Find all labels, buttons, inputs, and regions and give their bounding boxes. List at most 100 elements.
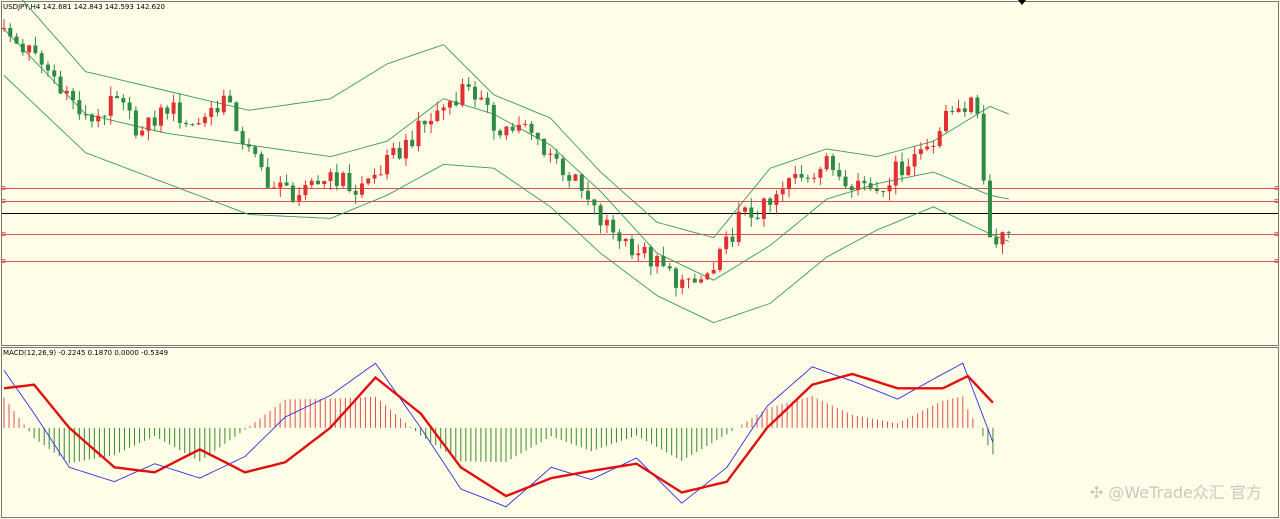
bull-candle: [27, 45, 32, 53]
bear-candle: [617, 232, 622, 242]
bull-candle: [328, 172, 333, 182]
bear-candle: [52, 70, 57, 77]
bear-candle: [749, 207, 754, 218]
bull-candle: [793, 173, 798, 179]
bear-candle: [215, 108, 220, 113]
horizontal-levels: [1, 186, 1279, 263]
level-handle-left: [1, 186, 6, 190]
bollinger-lower-line: [3, 75, 1009, 324]
bear-candle: [184, 122, 189, 125]
bear-candle: [730, 236, 735, 242]
bear-candle: [228, 95, 233, 103]
bull-candle: [711, 269, 716, 274]
candlestick-series: [2, 19, 1011, 297]
bull-candle: [372, 174, 377, 179]
bear-candle: [253, 146, 258, 154]
bull-candle: [925, 146, 930, 150]
bear-candle: [466, 84, 471, 87]
bear-candle: [334, 172, 339, 186]
bear-candle: [673, 268, 678, 288]
bear-candle: [77, 100, 82, 115]
bear-candle: [799, 173, 804, 178]
bull-candle: [460, 84, 465, 106]
bull-candle: [812, 177, 817, 179]
chart-shift-marker-icon[interactable]: [1018, 0, 1026, 5]
bear-candle: [981, 113, 986, 181]
level-handle-right: [1274, 259, 1279, 263]
bull-candle: [341, 173, 346, 186]
bull-candle: [743, 207, 748, 212]
level-handle-left: [1, 259, 6, 263]
bull-candle: [278, 182, 283, 188]
bull-candle: [787, 178, 791, 190]
bear-candle: [900, 161, 905, 176]
bear-candle: [83, 114, 88, 116]
bear-candle: [830, 156, 835, 171]
bull-candle: [504, 126, 509, 136]
bull-candle: [931, 145, 936, 147]
bear-candle: [165, 107, 170, 114]
bear-candle: [868, 183, 873, 189]
bear-candle: [498, 130, 503, 136]
bear-candle: [611, 219, 616, 233]
bear-candle: [510, 126, 515, 131]
level-handle-left: [1, 232, 6, 236]
bull-candle: [429, 120, 434, 125]
bull-candle: [202, 116, 207, 124]
bull-candle: [736, 211, 741, 242]
bull-candle: [761, 198, 766, 219]
bear-candle: [881, 190, 886, 192]
macd-label: MACD(12,26,9) -0.2245 0.1870 0.0000 -0.5…: [3, 349, 169, 357]
bull-candle: [309, 180, 314, 185]
bear-candle: [115, 96, 120, 99]
bull-candle: [96, 115, 101, 122]
bear-candle: [554, 153, 559, 159]
bear-candle: [491, 104, 496, 131]
macd-histogram: [3, 396, 994, 464]
bear-candle: [667, 266, 672, 269]
bull-candle: [774, 194, 779, 205]
bear-candle: [422, 120, 427, 125]
bull-candle: [391, 147, 396, 155]
bear-candle: [234, 102, 239, 132]
bear-candle: [127, 102, 132, 111]
bear-candle: [485, 97, 490, 105]
bull-candle: [416, 120, 421, 147]
bear-candle: [347, 173, 352, 191]
bear-candle: [152, 117, 157, 126]
bear-candle: [586, 190, 591, 200]
bull-candle: [378, 174, 383, 176]
bull-candle: [441, 107, 446, 111]
bear-candle: [692, 278, 697, 283]
bear-candle: [8, 27, 13, 37]
bear-candle: [190, 124, 195, 126]
bull-candle: [108, 96, 113, 116]
bull-candle: [140, 130, 145, 136]
macd-main-line: [3, 362, 994, 508]
bull-candle: [944, 110, 948, 132]
bear-candle: [592, 199, 597, 206]
bull-candle: [272, 187, 277, 189]
bear-candle: [473, 86, 477, 100]
bull-candle: [435, 110, 440, 121]
level-handle-right: [1274, 199, 1279, 203]
bear-candle: [45, 64, 50, 71]
bull-candle: [479, 97, 484, 100]
bull-candle: [918, 149, 923, 155]
bull-candle: [1000, 232, 1005, 245]
bull-candle: [636, 253, 641, 256]
bear-candle: [58, 76, 63, 94]
bull-candle: [146, 117, 151, 131]
bear-candle: [874, 188, 879, 191]
bull-candle: [724, 236, 729, 250]
macd-pane-border: [1, 347, 1279, 518]
bear-candle: [542, 138, 547, 155]
bear-candle: [259, 153, 264, 168]
bull-candle: [642, 247, 647, 254]
bull-candle: [322, 181, 327, 185]
bull-candle: [171, 102, 176, 114]
bear-candle: [661, 256, 666, 267]
bear-candle: [849, 186, 854, 191]
